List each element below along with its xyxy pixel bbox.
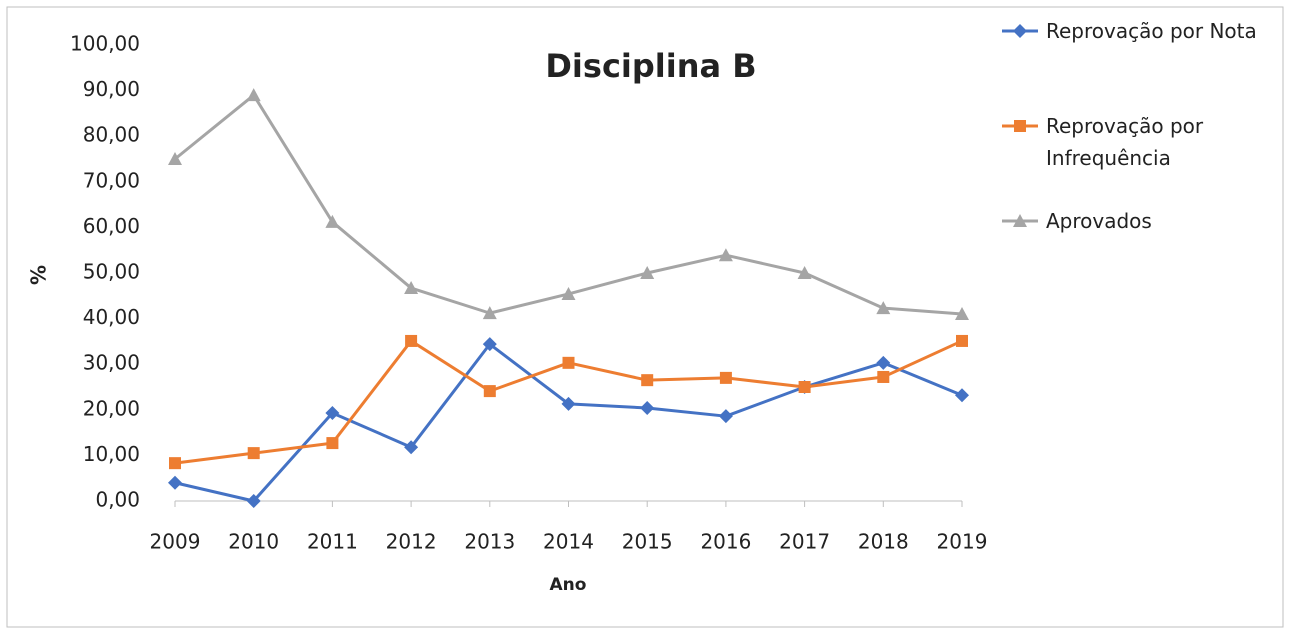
marker	[561, 396, 576, 411]
marker	[482, 306, 497, 320]
x-tick-label: 2015	[622, 530, 673, 554]
marker	[641, 374, 654, 387]
marker	[325, 405, 340, 420]
marker	[718, 248, 733, 262]
marker	[405, 334, 418, 347]
x-tick-label: 2009	[150, 530, 201, 554]
y-tick-label: 10,00	[83, 442, 140, 466]
marker	[719, 371, 732, 384]
legend-label: Reprovação por Nota	[1046, 19, 1257, 43]
x-tick-label: 2017	[779, 530, 830, 554]
y-tick-label: 20,00	[83, 396, 140, 420]
marker	[404, 440, 419, 455]
legend-icon	[1002, 24, 1038, 38]
marker	[169, 457, 181, 470]
x-tick-label: 2012	[386, 530, 437, 554]
x-tick-label: 2011	[307, 530, 358, 554]
y-tick-label: 60,00	[83, 214, 140, 238]
marker	[876, 301, 891, 315]
x-tick-label: 2018	[858, 530, 909, 554]
legend-label: Aprovados	[1046, 209, 1152, 233]
legend-icon	[1002, 120, 1038, 132]
marker	[326, 437, 339, 450]
marker	[247, 447, 260, 460]
marker	[798, 381, 811, 393]
marker	[640, 266, 655, 279]
marker	[562, 356, 575, 369]
marker	[168, 152, 182, 165]
marker	[876, 355, 891, 370]
marker	[1014, 120, 1026, 132]
x-tick-label: 2014	[543, 530, 594, 554]
x-tick-label: 2010	[228, 530, 279, 554]
marker	[877, 370, 890, 383]
marker	[718, 409, 733, 424]
marker	[246, 88, 261, 102]
legend-item: Reprovação por Infrequência	[1000, 110, 1261, 174]
y-tick-label: 100,00	[70, 32, 140, 56]
legend-item: Aprovados	[1000, 205, 1261, 237]
legend-icon	[1002, 214, 1038, 227]
marker	[1013, 214, 1027, 227]
y-tick-label: 40,00	[83, 305, 140, 329]
y-tick-label: 50,00	[83, 260, 140, 284]
chart-frame	[6, 6, 1284, 628]
marker	[561, 286, 576, 300]
y-tick-label: 30,00	[83, 351, 140, 375]
marker	[483, 385, 496, 398]
marker	[325, 214, 340, 228]
y-tick-label: 0,00	[95, 488, 140, 512]
legend-label: Reprovação por Infrequência	[1046, 114, 1204, 170]
x-tick-label: 2016	[700, 530, 751, 554]
marker	[797, 266, 812, 279]
marker	[168, 475, 182, 490]
marker	[955, 388, 969, 403]
marker	[640, 400, 655, 415]
legend-item: Reprovação por Nota	[1000, 15, 1261, 47]
x-tick-label: 2019	[937, 530, 988, 554]
x-axis-label: Ano	[550, 575, 587, 595]
y-tick-label: 70,00	[83, 168, 140, 192]
marker	[404, 281, 419, 295]
marker	[956, 334, 968, 347]
marker	[1013, 24, 1027, 38]
marker	[482, 337, 497, 352]
chart-title: Disciplina B	[545, 47, 756, 85]
x-tick-label: 2013	[464, 530, 515, 554]
y-axis-label: %	[27, 265, 51, 285]
marker	[246, 494, 261, 508]
y-tick-label: 90,00	[83, 77, 140, 101]
marker	[955, 307, 969, 321]
y-tick-label: 80,00	[83, 123, 140, 147]
